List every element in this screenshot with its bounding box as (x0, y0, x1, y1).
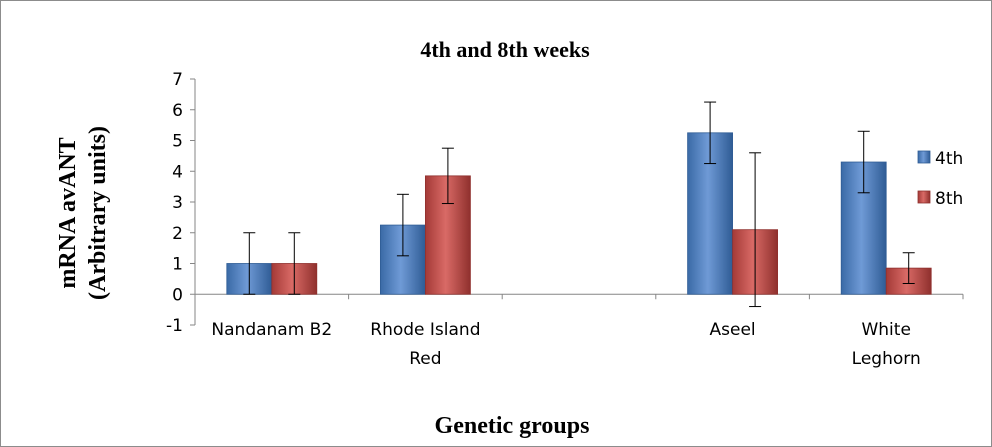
legend: 4th 8th (917, 149, 963, 209)
legend-label-8th: 8th (935, 189, 963, 209)
y-tick-label: 7 (172, 70, 183, 90)
x-category-label: Leghorn (852, 349, 921, 369)
x-category-label: Rhode Island (370, 320, 480, 340)
y-tick-label: 6 (172, 101, 183, 121)
y-axis-label-line2: (Arbitrary units) (85, 126, 111, 300)
x-category-label: White (861, 320, 910, 340)
legend-label-4th: 4th (935, 149, 963, 169)
x-axis-label: Genetic groups (435, 413, 590, 439)
legend-swatch-8th (917, 190, 931, 204)
plot-area: -1 0 1 2 3 4 5 6 7 Nandanam B2 Rhode Island Red Asee… (166, 70, 964, 369)
y-tick-label: -1 (166, 316, 183, 336)
y-tick-label: 5 (172, 132, 183, 152)
y-tick-label: 0 (172, 285, 183, 305)
y-axis-label-line1: mRNA avANT (55, 137, 81, 288)
y-tick-label: 4 (172, 162, 183, 182)
y-tick-label: 2 (172, 224, 183, 244)
x-category-label: Nandanam B2 (211, 320, 332, 340)
y-tick-label: 1 (172, 255, 183, 275)
x-category-label: Red (409, 349, 441, 369)
x-category-label: Aseel (710, 320, 756, 340)
legend-swatch-4th (917, 150, 931, 164)
chart-title: 4th and 8th weeks (420, 37, 590, 62)
y-tick-label: 3 (172, 193, 183, 213)
